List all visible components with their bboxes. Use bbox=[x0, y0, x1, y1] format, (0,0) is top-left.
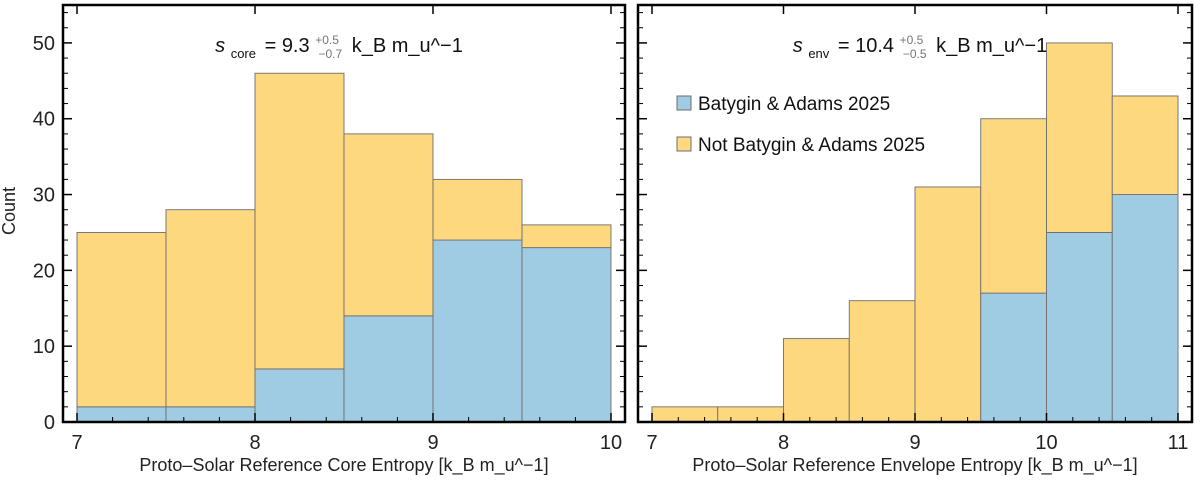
bar-not-batygin-0 bbox=[651, 406, 719, 423]
env-annot-subscript: env bbox=[808, 46, 829, 61]
core-annot-value: 9.3 bbox=[282, 35, 310, 57]
core-entropy-panel: 7 8 9 10 0 10 20 30 40 50 s core = 9.3 +0.5 −0.7 … bbox=[0, 3, 627, 476]
x-tick-label: 7 bbox=[71, 432, 82, 454]
core-panel-frame bbox=[61, 3, 627, 424]
envelope-entropy-annotation: s env = 10.4 +0.5 −0.5 k_B m_u^−1 bbox=[793, 27, 1048, 63]
envelope-panel-frame bbox=[636, 3, 1194, 424]
bar-batygin-5 bbox=[980, 292, 1047, 423]
bar-batygin-0 bbox=[76, 406, 167, 423]
x-tick-label: 9 bbox=[427, 432, 438, 454]
bar-batygin-7 bbox=[1111, 194, 1179, 423]
y-axis-label: Count bbox=[0, 187, 19, 235]
bar-not-batygin-1 bbox=[717, 406, 784, 423]
x-tick-label: 9 bbox=[909, 432, 920, 454]
y-tick-label: 40 bbox=[33, 109, 55, 131]
core-annot-symbol: s bbox=[215, 35, 225, 57]
envelope-ticks: 7 8 9 10 11 bbox=[638, 5, 1192, 454]
bar-batygin-2 bbox=[254, 368, 345, 423]
core-annot-eq: = bbox=[265, 35, 282, 57]
env-annot-minus: −0.5 bbox=[903, 47, 927, 61]
env-annot-unit: k_B m_u^−1 bbox=[936, 35, 1047, 57]
x-tick-label: 10 bbox=[1035, 432, 1057, 454]
legend-swatch-batygin bbox=[676, 95, 692, 111]
bar-not-batygin-2 bbox=[783, 338, 850, 423]
core-annot-subscript: core bbox=[231, 46, 256, 61]
env-annot-eq: = bbox=[838, 35, 855, 57]
bar-batygin-4 bbox=[432, 239, 523, 423]
core-xlabel: Proto–Solar Reference Core Entropy [k_B … bbox=[139, 455, 548, 476]
bar-not-batygin-3 bbox=[343, 133, 434, 317]
env-annot-plus: +0.5 bbox=[900, 33, 924, 47]
core-annot-plus: +0.5 bbox=[315, 33, 339, 47]
legend-label-not-batygin: Not Batygin & Adams 2025 bbox=[698, 135, 925, 156]
envelope-bars bbox=[651, 42, 1179, 423]
bar-batygin-5 bbox=[521, 247, 612, 423]
bar-not-batygin-2 bbox=[254, 72, 345, 370]
core-annot-minus: −0.7 bbox=[318, 47, 342, 61]
bar-not-batygin-3 bbox=[848, 300, 916, 423]
x-tick-label: 10 bbox=[600, 432, 622, 454]
y-tick-label: 20 bbox=[33, 260, 55, 282]
x-tick-label: 8 bbox=[249, 432, 260, 454]
bar-batygin-3 bbox=[343, 315, 434, 423]
bar-not-batygin-5 bbox=[521, 224, 612, 249]
y-tick-label: 0 bbox=[44, 412, 55, 434]
core-bars bbox=[76, 72, 612, 423]
env-annot-symbol: s bbox=[793, 35, 803, 57]
y-tick-label: 30 bbox=[33, 185, 55, 207]
core-annot-unit: k_B m_u^−1 bbox=[352, 35, 463, 57]
legend-label-batygin: Batygin & Adams 2025 bbox=[698, 94, 890, 115]
x-tick-label: 8 bbox=[778, 432, 789, 454]
bar-not-batygin-7 bbox=[1111, 95, 1179, 195]
bar-not-batygin-6 bbox=[1046, 42, 1113, 233]
bar-not-batygin-4 bbox=[914, 186, 982, 423]
bar-batygin-6 bbox=[1046, 232, 1113, 423]
y-tick-label: 10 bbox=[33, 336, 55, 358]
bar-not-batygin-0 bbox=[76, 232, 167, 408]
x-tick-label: 11 bbox=[1168, 432, 1189, 454]
bar-not-batygin-5 bbox=[980, 118, 1047, 294]
y-tick-label: 50 bbox=[33, 33, 55, 55]
legend: Batygin & Adams 2025 Not Batygin & Adams… bbox=[676, 94, 925, 156]
envelope-entropy-panel: 7 8 9 10 11 s env = 10.4 +0.5 −0.5 k_B m_u^−… bbox=[636, 3, 1194, 476]
x-tick-label: 7 bbox=[646, 432, 657, 454]
core-entropy-annotation: s core = 9.3 +0.5 −0.7 k_B m_u^−1 bbox=[215, 27, 463, 63]
legend-swatch-not-batygin bbox=[676, 136, 692, 152]
bar-batygin-1 bbox=[165, 406, 256, 423]
bar-not-batygin-1 bbox=[165, 209, 256, 408]
env-annot-value: 10.4 bbox=[855, 35, 894, 57]
envelope-xlabel: Proto–Solar Reference Envelope Entropy [… bbox=[692, 455, 1137, 476]
bar-not-batygin-4 bbox=[432, 178, 523, 241]
